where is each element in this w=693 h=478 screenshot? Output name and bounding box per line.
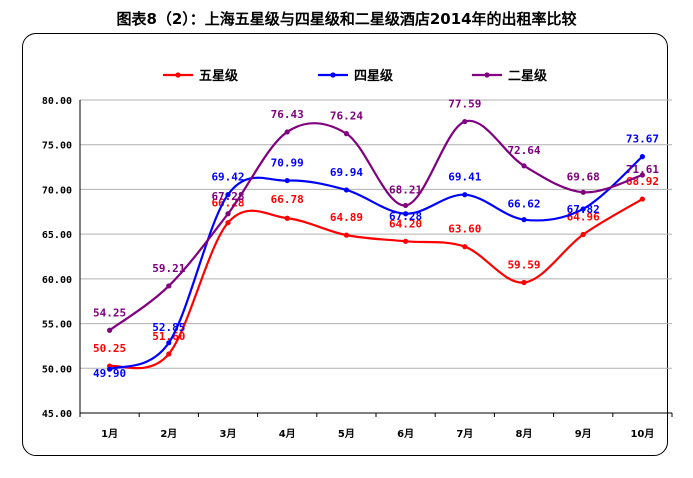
two-star-legend-label: 二星级 [508, 68, 548, 84]
four-star-data-label: 69.42 [211, 171, 244, 184]
y-tick-label: 55.00 [42, 320, 72, 331]
x-tick-label: 10月 [630, 428, 654, 440]
four-star-point [521, 217, 527, 223]
two-star-point [403, 202, 409, 209]
five-star-point [521, 279, 527, 286]
x-tick-label: 9月 [575, 428, 592, 440]
x-tick-label: 5月 [338, 428, 355, 440]
five-star-line [109, 198, 643, 370]
four-star-data-label: 69.94 [330, 166, 363, 179]
five-star-point [343, 232, 349, 238]
four-star-point [462, 192, 468, 198]
five-star-point [462, 244, 468, 250]
five-star-point [580, 231, 586, 238]
four-star-point [225, 192, 231, 198]
five-star-data-label: 51.60 [152, 330, 185, 343]
five-star-point [403, 238, 409, 244]
y-tick-label: 50.00 [42, 364, 72, 375]
two-star-point [580, 189, 586, 195]
x-tick-label: 6月 [397, 428, 414, 440]
four-star-point [403, 211, 409, 217]
two-star-point [521, 163, 527, 169]
four-star-data-label: 67.82 [567, 203, 600, 216]
y-tick-label: 80.00 [42, 96, 72, 107]
x-tick-label: 8月 [516, 428, 533, 440]
five-star-data-label: 66.78 [271, 193, 304, 206]
four-star-legend-marker [330, 72, 336, 78]
two-star-legend-marker [484, 72, 490, 78]
x-tick-label: 2月 [160, 428, 177, 440]
two-star-point [107, 327, 113, 333]
five-star-point [639, 196, 646, 202]
two-star-data-label: 76.43 [271, 108, 304, 121]
four-star-line [109, 155, 644, 371]
five-star-legend-marker [175, 72, 181, 78]
four-star-data-label: 73.67 [626, 133, 659, 146]
two-star-data-label: 69.68 [567, 170, 600, 183]
x-tick-label: 1月 [101, 428, 118, 440]
two-star-point [462, 118, 468, 125]
five-star-data-label: 66.28 [211, 197, 244, 210]
four-star-data-label: 52.85 [152, 321, 185, 334]
five-star-data-label: 50.25 [93, 342, 126, 355]
four-star-data-label: 70.99 [271, 157, 304, 170]
two-star-point [284, 129, 290, 135]
four-star-data-label: 67.28 [389, 210, 422, 223]
five-star-data-label: 63.60 [448, 223, 481, 236]
five-star-data-label: 64.20 [389, 217, 422, 230]
two-star-data-label: 76.24 [330, 110, 363, 123]
two-star-point [166, 283, 172, 289]
four-star-data-label: 49.90 [93, 367, 126, 380]
four-star-point [580, 206, 586, 212]
four-star-point [166, 340, 172, 346]
four-star-data-label: 69.41 [448, 171, 481, 184]
chart-title: 图表8（2）：上海五星级与四星级和二星级酒店2014年的出租率比较 [116, 10, 577, 28]
four-star-point [284, 177, 290, 184]
two-star-data-label: 77.59 [448, 98, 481, 111]
four-star-point [639, 154, 646, 160]
two-star-data-label: 72.64 [507, 144, 540, 157]
five-star-data-label: 64.89 [330, 211, 363, 224]
x-tick-label: 4月 [279, 428, 296, 440]
y-tick-label: 45.00 [42, 409, 72, 420]
two-star-data-label: 71.61 [626, 163, 659, 176]
five-star-legend-label: 五星级 [199, 68, 239, 84]
two-star-line [108, 119, 643, 332]
four-star-data-label: 66.62 [507, 198, 540, 211]
y-tick-label: 70.00 [42, 185, 72, 196]
y-tick-label: 65.00 [42, 230, 72, 241]
five-star-point [225, 220, 231, 226]
two-star-data-label: 68.21 [389, 183, 422, 196]
two-star-point [343, 131, 349, 137]
two-star-data-label: 67.28 [211, 190, 244, 203]
x-tick-label: 3月 [220, 428, 237, 440]
y-tick-label: 75.00 [42, 141, 72, 152]
two-star-data-label: 59.21 [152, 262, 185, 275]
two-star-point [639, 172, 646, 178]
five-star-point [284, 215, 290, 221]
two-star-data-label: 54.25 [93, 306, 126, 319]
four-star-point [107, 366, 113, 372]
chart-frame [22, 33, 668, 456]
five-star-point [166, 351, 172, 357]
four-star-point [343, 187, 349, 193]
x-tick-label: 7月 [456, 428, 473, 440]
four-star-legend-label: 四星级 [354, 68, 394, 84]
five-star-data-label: 59.59 [507, 259, 540, 272]
y-tick-label: 60.00 [42, 275, 72, 286]
two-star-point [225, 211, 231, 217]
